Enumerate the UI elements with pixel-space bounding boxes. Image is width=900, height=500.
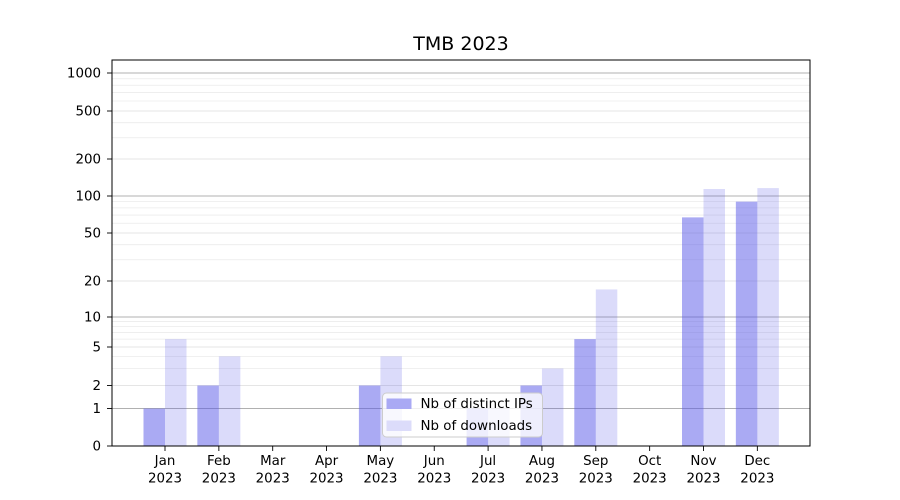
y-tick-label-1: 1: [92, 402, 101, 417]
x-tick-label-feb: Feb 2023: [202, 454, 236, 487]
legend-swatch-distinct-ips-icon: [386, 398, 412, 409]
y-tick-label-500: 500: [75, 105, 101, 120]
y-tick-label-1000: 1000: [67, 67, 101, 82]
y-tick-label-200: 200: [75, 153, 101, 168]
legend: Nb of distinct IPs Nb of downloads: [382, 392, 543, 438]
x-tick-label-mar: Mar 2023: [256, 454, 290, 487]
bar-nb-of-downloads-nov: [703, 189, 725, 447]
legend-swatch-downloads-icon: [386, 420, 412, 431]
y-tick-label-2: 2: [92, 379, 101, 394]
x-tick-label-nov: Nov 2023: [686, 454, 720, 487]
x-tick-label-jul: Jul 2023: [471, 454, 505, 487]
x-tick-label-jun: Jun 2023: [417, 454, 451, 487]
x-axis: Jan 2023 Feb 2023 Mar 2023 Apr 2023 May 2023 Jun 20…: [148, 446, 774, 487]
y-axis: 0 1 2 5 10 20 50 100 200 500 1000: [67, 67, 112, 455]
bar-nb-of-downloads-sep: [595, 289, 618, 446]
x-tick-label-sep: Sep 2023: [579, 454, 613, 487]
legend-label-distinct-ips: Nb of distinct IPs: [421, 397, 533, 412]
bar-nb-of-downloads-feb: [218, 356, 241, 446]
x-tick-label-may: May 2023: [363, 454, 397, 487]
plot-border: [111, 59, 811, 447]
bar-nb-of-distinct-ips-jan: [143, 408, 165, 446]
chart-title: TMB 2023: [412, 33, 508, 55]
x-tick-label-apr: Apr 2023: [310, 454, 344, 487]
bar-nb-of-distinct-ips-feb: [197, 385, 219, 446]
y-tick-label-0: 0: [92, 440, 101, 455]
bar-nb-of-distinct-ips-sep: [574, 339, 596, 446]
y-tick-label-50: 50: [84, 227, 101, 242]
bar-nb-of-distinct-ips-nov: [682, 217, 704, 446]
bar-nb-of-distinct-ips-dec: [735, 201, 758, 446]
x-tick-label-jan: Jan 2023: [148, 454, 182, 487]
bar-nb-of-distinct-ips-may: [358, 385, 381, 446]
bar-nb-of-downloads-dec: [757, 188, 779, 446]
y-tick-label-10: 10: [84, 311, 101, 326]
y-tick-label-5: 5: [92, 341, 101, 356]
x-tick-label-dec: Dec 2023: [740, 454, 774, 487]
x-tick-label-aug: Aug 2023: [525, 454, 559, 487]
y-tick-label-100: 100: [75, 190, 101, 205]
legend-box: [382, 392, 543, 438]
x-tick-label-oct: Oct 2023: [633, 454, 667, 487]
y-tick-label-20: 20: [84, 275, 101, 290]
bar-nb-of-downloads-jan: [165, 339, 187, 446]
legend-label-downloads: Nb of downloads: [421, 419, 533, 434]
bar-nb-of-downloads-aug: [541, 368, 564, 446]
